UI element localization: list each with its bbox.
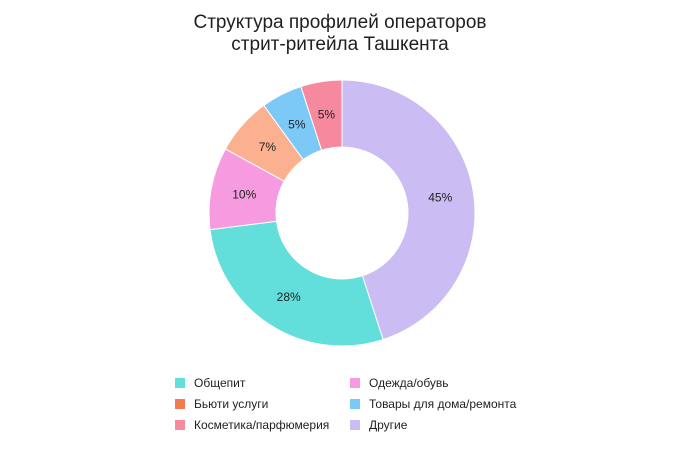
chart-legend: Общепит Одежда/обувь Бьюти услуги Товары дл…: [0, 376, 680, 442]
legend-label: Одежда/обувь: [369, 376, 449, 390]
legend-item: Бьюти услуги: [175, 397, 268, 411]
legend-item: Другие: [350, 418, 407, 432]
slice-label-1: 28%: [277, 290, 301, 304]
legend-label: Другие: [369, 418, 408, 432]
legend-swatch: [350, 399, 360, 409]
chart-title-line-1: Структура профилей операторов: [193, 12, 487, 33]
legend-swatch: [350, 378, 360, 388]
legend-label: Общепит: [194, 376, 246, 390]
legend-swatch: [175, 420, 185, 430]
chart-title-line-2: стрит-ритейла Ташкента: [231, 34, 449, 55]
legend-item: Общепит: [175, 376, 245, 390]
slice-label-0: 45%: [428, 190, 452, 204]
legend-label: Бьюти услуги: [194, 397, 269, 411]
slice-label-2: 10%: [232, 187, 256, 201]
slice-0: [341, 79, 476, 341]
slice-label-4: 5%: [288, 117, 306, 131]
slice-label-5: 5%: [318, 108, 336, 122]
legend-swatch: [350, 420, 360, 430]
legend-swatch: [175, 399, 185, 409]
legend-item: Товары для дома/ремонта: [350, 397, 516, 411]
chart-title: Структура профилей операторов стрит-рите…: [0, 12, 680, 56]
slice-5: [300, 79, 343, 151]
legend-swatch: [175, 378, 185, 388]
legend-item: Косметика/парфюмерия: [175, 418, 329, 432]
legend-label: Косметика/парфюмерия: [194, 418, 330, 432]
slice-label-3: 7%: [259, 140, 277, 154]
slice-1: [209, 220, 384, 347]
legend-label: Товары для дома/ремонта: [369, 397, 517, 411]
legend-item: Одежда/обувь: [350, 376, 449, 390]
